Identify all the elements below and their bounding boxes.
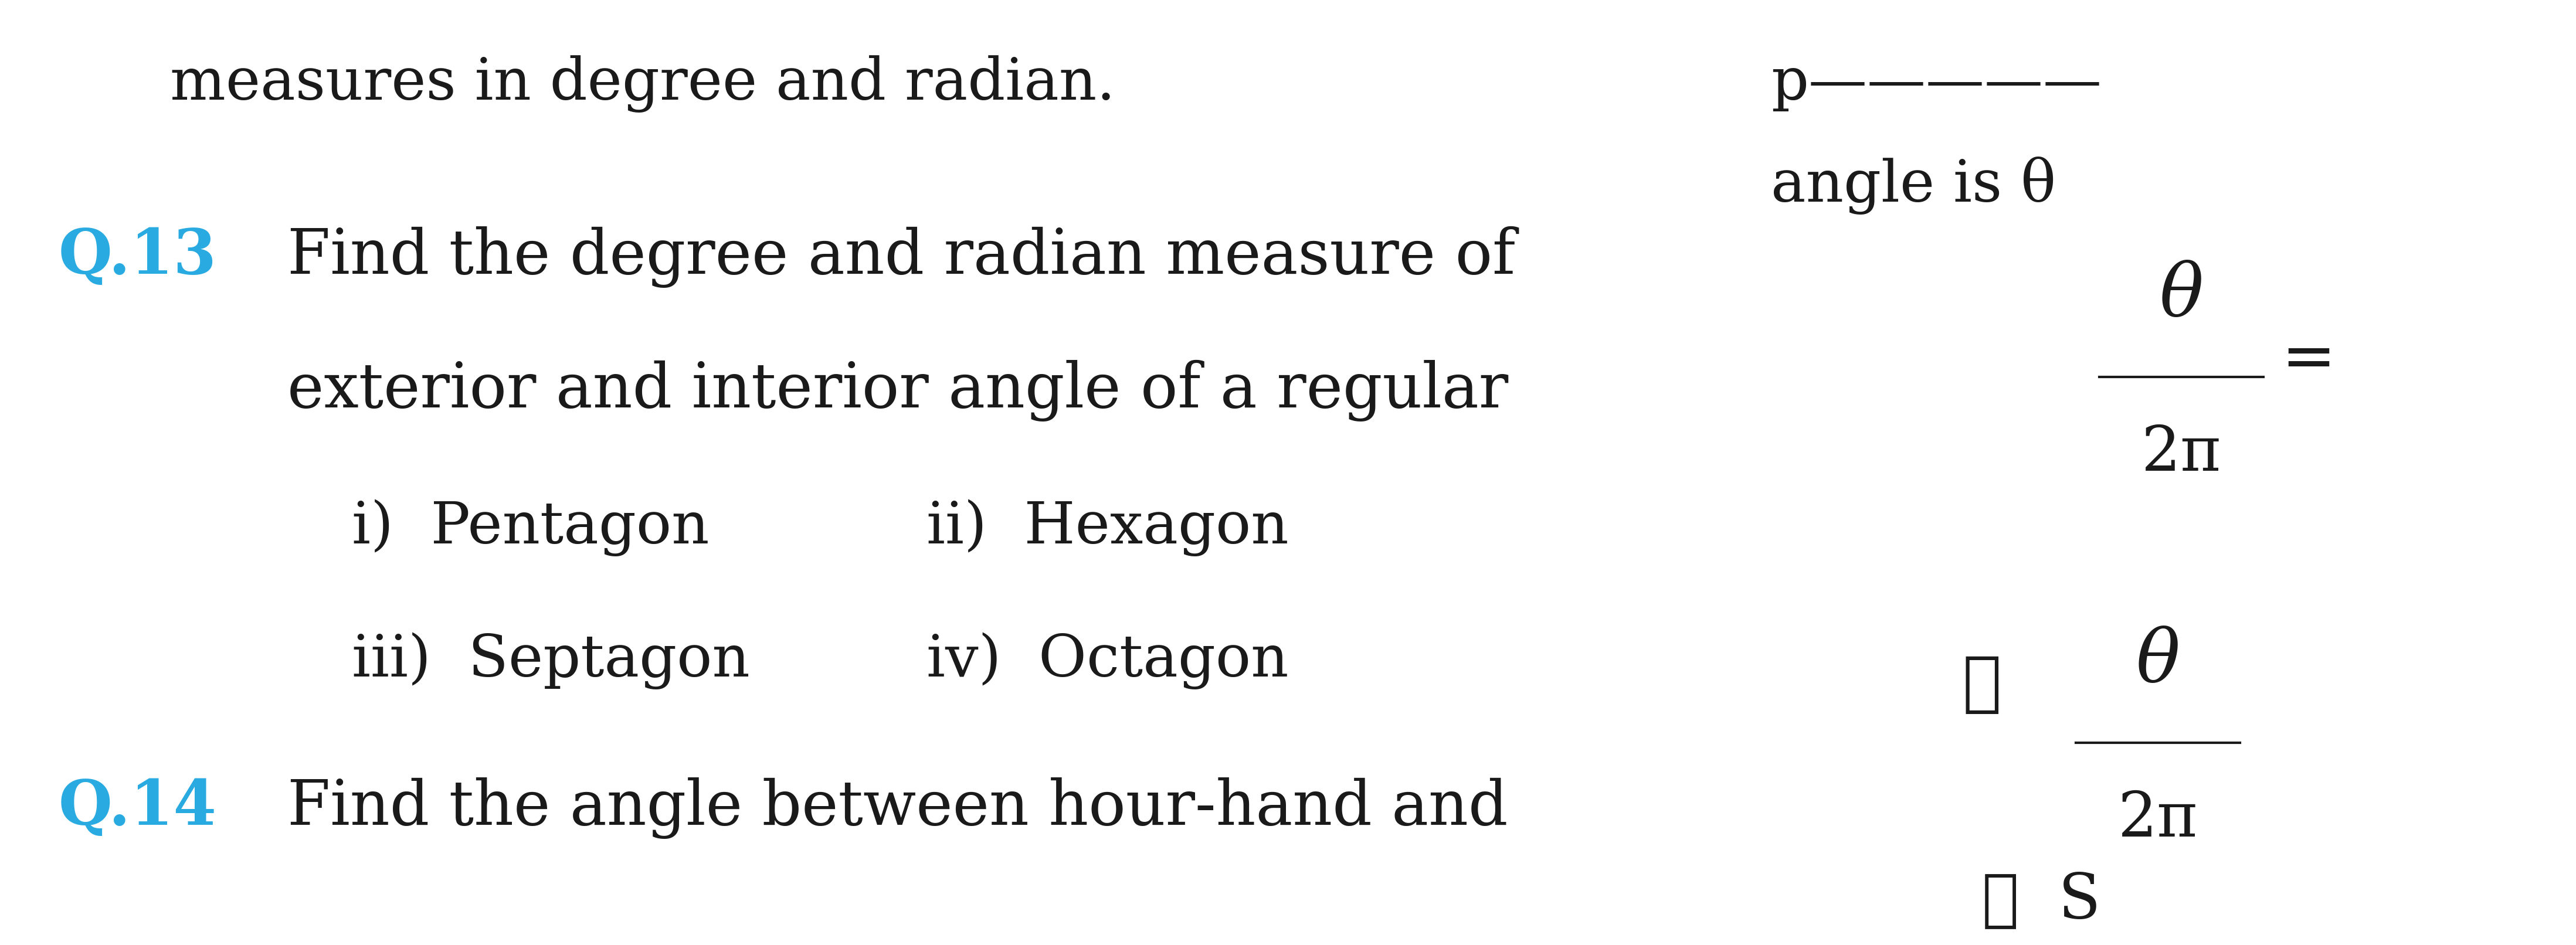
Text: 2π: 2π bbox=[2141, 423, 2221, 484]
Text: iii)  Septagon: iii) Septagon bbox=[353, 632, 750, 690]
Text: =: = bbox=[2280, 328, 2336, 391]
Text: measures in degree and radian.: measures in degree and radian. bbox=[170, 55, 1115, 112]
Text: 2π: 2π bbox=[2117, 789, 2197, 850]
Text: Q.13: Q.13 bbox=[59, 226, 216, 286]
Text: ∴: ∴ bbox=[1963, 653, 2002, 716]
Text: iv)  Octagon: iv) Octagon bbox=[927, 632, 1288, 690]
Text: p—————: p————— bbox=[1770, 55, 2102, 112]
Text: Find the angle between hour-hand and: Find the angle between hour-hand and bbox=[289, 778, 1507, 839]
Text: θ: θ bbox=[2159, 261, 2202, 333]
Text: angle is θ: angle is θ bbox=[1770, 157, 2056, 215]
Text: ii)  Hexagon: ii) Hexagon bbox=[927, 499, 1288, 556]
Text: Q.14: Q.14 bbox=[59, 778, 216, 838]
Text: θ: θ bbox=[2136, 627, 2179, 697]
Text: Find the degree and radian measure of: Find the degree and radian measure of bbox=[289, 226, 1515, 288]
Text: i)  Pentagon: i) Pentagon bbox=[353, 499, 708, 556]
Text: ∴  S: ∴ S bbox=[1981, 870, 2102, 931]
Text: exterior and interior angle of a regular: exterior and interior angle of a regular bbox=[289, 360, 1510, 421]
